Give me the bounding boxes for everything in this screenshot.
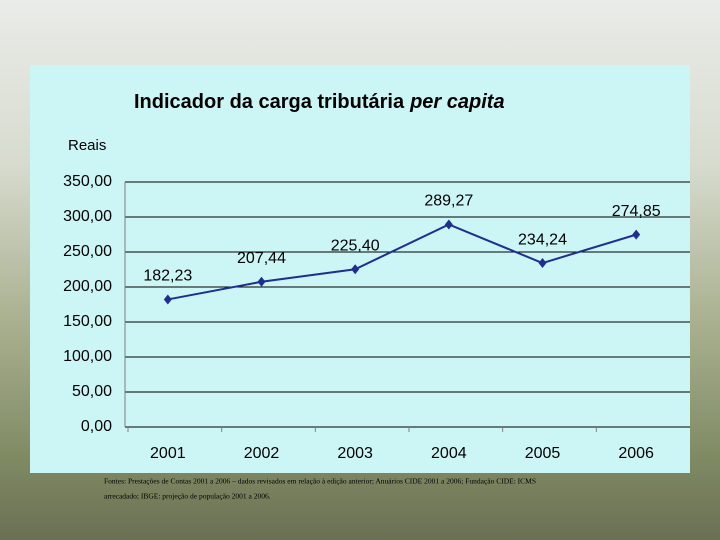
data-label: 289,27 <box>424 193 473 210</box>
marker <box>632 229 641 240</box>
x-tick-label: 2001 <box>150 445 186 462</box>
y-tick-label: 350,00 <box>63 173 112 190</box>
marker <box>257 276 266 287</box>
y-axis-label: Reais <box>68 137 106 154</box>
x-tick-label: 2003 <box>337 445 373 462</box>
data-label: 182,23 <box>143 268 192 285</box>
x-tick-label: 2002 <box>244 445 280 462</box>
chart-title: Indicador da carga tributária per capita <box>134 91 505 113</box>
data-label: 234,24 <box>518 231 567 248</box>
y-tick-label: 200,00 <box>63 278 112 295</box>
marker <box>163 294 172 305</box>
y-tick-label: 300,00 <box>63 208 112 225</box>
y-tick-label: 0,00 <box>81 418 112 435</box>
x-tick-label: 2005 <box>525 445 561 462</box>
footnote: Fontes: Prestações de Contas 2001 a 2006… <box>104 477 536 486</box>
data-label: 225,40 <box>331 237 380 254</box>
series-line <box>167 223 637 301</box>
marker <box>538 258 547 269</box>
x-tick-label: 2004 <box>431 445 467 462</box>
marker <box>444 219 453 230</box>
y-tick-label: 150,00 <box>63 313 112 330</box>
footnote: arrecadado; IBGE: projeção de população … <box>104 492 271 501</box>
chart-panel <box>30 65 690 473</box>
data-label: 274,85 <box>612 203 661 220</box>
y-tick-label: 250,00 <box>63 243 112 260</box>
y-tick-label: 50,00 <box>72 383 112 400</box>
y-tick-label: 100,00 <box>63 348 112 365</box>
title-italic: per capita <box>409 91 504 113</box>
x-tick-label: 2006 <box>618 445 654 462</box>
title-main: Indicador da carga tributária <box>134 91 405 113</box>
marker <box>351 264 360 275</box>
data-label: 207,44 <box>237 250 286 267</box>
